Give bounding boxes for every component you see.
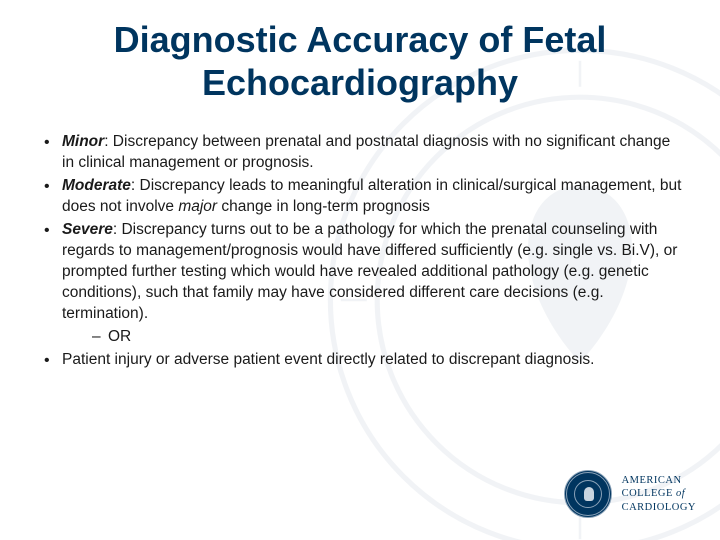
logo-line2-of: of [676,488,685,499]
slide-container: Diagnostic Accuracy of Fetal Echocardiog… [0,0,720,540]
term-minor: Minor [62,133,104,150]
text-severe: : Discrepancy turns out to be a patholog… [62,221,677,322]
bullet-patient-injury: Patient injury or adverse patient event … [36,350,684,371]
text-minor: : Discrepancy between prenatal and postn… [62,133,670,171]
acc-seal-icon [564,470,612,518]
slide-body: Minor: Discrepancy between prenatal and … [36,132,684,370]
term-severe: Severe [62,221,113,238]
acc-logo: AMERICAN COLLEGE of CARDIOLOGY [564,470,696,518]
sub-or-text: OR [108,328,131,345]
sub-or: OR [62,327,684,348]
term-moderate: Moderate [62,177,131,194]
bullet-moderate: Moderate: Discrepancy leads to meaningfu… [36,176,684,218]
logo-line3: CARDIOLOGY [622,501,696,514]
bullet-severe: Severe: Discrepancy turns out to be a pa… [36,220,684,348]
bullet-minor: Minor: Discrepancy between prenatal and … [36,132,684,174]
acc-logo-text: AMERICAN COLLEGE of CARDIOLOGY [622,474,696,513]
bullet-list: Minor: Discrepancy between prenatal and … [36,132,684,370]
logo-line2-a: COLLEGE [622,488,676,499]
text-moderate-ital: major [178,198,217,215]
text-patient-injury: Patient injury or adverse patient event … [62,351,594,368]
slide-title: Diagnostic Accuracy of Fetal Echocardiog… [36,18,684,104]
text-moderate-b: change in long-term prognosis [217,198,430,215]
logo-line2: COLLEGE of [622,487,696,500]
logo-line1: AMERICAN [622,474,696,487]
